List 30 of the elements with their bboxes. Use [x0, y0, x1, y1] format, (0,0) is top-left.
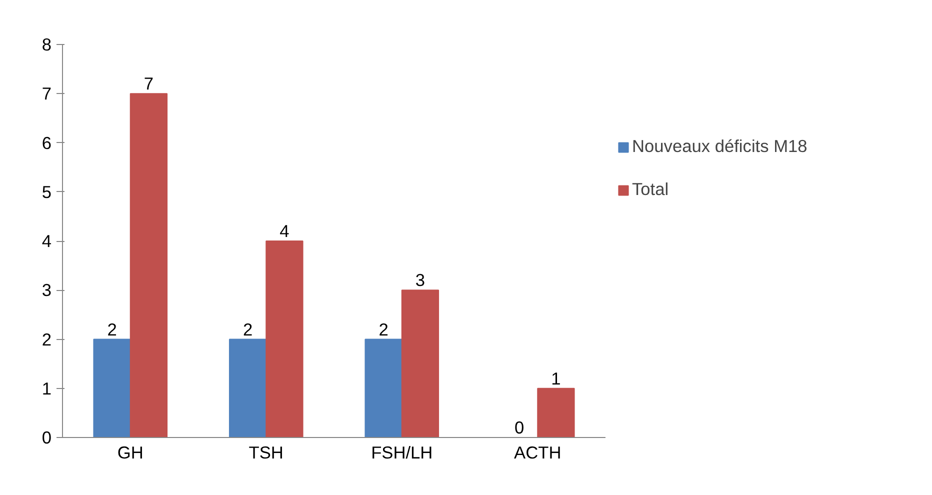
bar: [537, 388, 575, 438]
bar: [266, 240, 304, 438]
y-tick-label: 8: [42, 34, 52, 54]
y-tick-label: 1: [42, 378, 52, 398]
legend-label: Nouveaux déficits M18: [632, 136, 808, 157]
bar: [228, 338, 267, 438]
x-tick-label: TSH: [248, 442, 284, 462]
bar: [130, 93, 168, 438]
legend-label: Total: [632, 179, 669, 200]
data-label: 1: [551, 368, 561, 388]
data-label: 2: [242, 319, 253, 340]
y-tick-label: 4: [42, 231, 52, 251]
y-tick-label: 5: [42, 182, 52, 202]
y-tick-label: 2: [42, 329, 52, 350]
bar: [93, 338, 131, 438]
data-label: 2: [107, 319, 117, 340]
y-tick-label: 7: [42, 84, 52, 104]
data-label: 2: [378, 319, 388, 340]
bar: [401, 290, 440, 438]
data-label: 4: [280, 221, 290, 241]
x-tick-label: ACTH: [514, 442, 562, 462]
data-label: 0: [514, 418, 524, 438]
y-tick-label: 0: [42, 428, 52, 448]
x-tick-label: FSH/LH: [371, 442, 433, 462]
bar: [364, 338, 402, 438]
y-tick-label: 3: [42, 280, 52, 300]
data-label: 3: [415, 270, 426, 290]
y-tick-label: 6: [42, 132, 52, 153]
x-tick-label: GH: [117, 442, 144, 462]
data-label: 7: [144, 74, 154, 94]
